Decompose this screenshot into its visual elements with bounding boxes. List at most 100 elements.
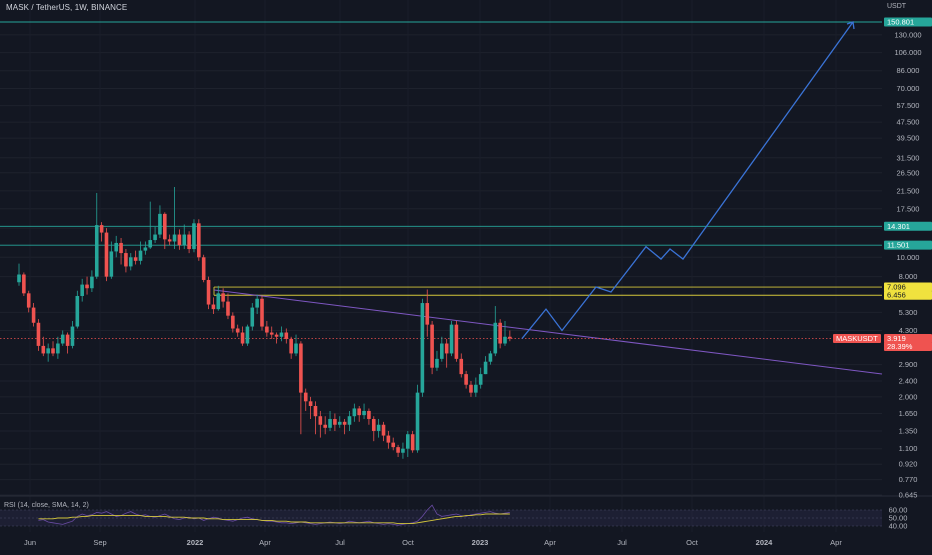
candle-body [352, 408, 357, 417]
candle-body [342, 421, 347, 425]
x-tick-label: Apr [259, 538, 271, 547]
price-tag-text: 11.501 [887, 241, 909, 250]
candle-body [289, 338, 293, 354]
candle-body [318, 416, 323, 425]
candle-body [41, 345, 46, 354]
candle-body [420, 303, 425, 393]
candle-body [362, 410, 366, 416]
candle-body [459, 358, 464, 375]
candle-body [265, 326, 269, 333]
price-tag-bg [884, 290, 932, 300]
candle-body [177, 234, 182, 246]
y-tick-label: 10.000 [897, 253, 920, 262]
price-tag: 7.096 [884, 282, 932, 292]
price-tag-bg [884, 240, 932, 250]
price-tag-bg [884, 221, 932, 231]
y-tick-label: 1.100 [899, 444, 918, 453]
projection-path [521, 21, 854, 339]
candle-body [396, 447, 400, 453]
y-tick-label: 0.770 [899, 475, 918, 484]
candle-body [60, 334, 65, 344]
price-tag-text: MASKUSDT [836, 334, 878, 343]
candle-body [386, 435, 391, 443]
candle-body [415, 392, 420, 451]
candle-body [182, 234, 187, 246]
price-tag-text: 7.096 [887, 283, 906, 292]
candle-body [143, 247, 148, 251]
candle-body [425, 303, 430, 325]
price-tag: 14.301 [884, 221, 932, 231]
candle-body [406, 434, 410, 449]
candle-body [260, 298, 264, 327]
price-tag-bg [884, 17, 932, 27]
candle-body [269, 332, 274, 335]
candle-body [347, 416, 352, 425]
candle-body [337, 421, 342, 425]
candle-body [163, 213, 167, 240]
candle-body [192, 223, 196, 250]
rsi-label: RSI (14, close, SMA, 14, 2) [4, 502, 89, 509]
rsi-line [38, 504, 510, 526]
candle-body [376, 424, 381, 431]
y-tick-label: 21.500 [897, 186, 920, 195]
candle-body [469, 384, 473, 393]
candle-body [221, 293, 225, 302]
candle-body [36, 322, 41, 346]
candle-body [323, 424, 327, 428]
y-tick-label: 26.500 [897, 168, 920, 177]
candle-body [56, 343, 60, 354]
projection-arrowhead [846, 21, 855, 30]
price-tag-text: 6.456 [887, 291, 906, 300]
candle-body [99, 225, 104, 233]
rsi-tick-label: 50.00 [889, 514, 908, 523]
x-tick-label: 2024 [756, 538, 774, 547]
candle-body [124, 253, 128, 267]
price-tag-bg [884, 282, 932, 292]
candle-body [197, 223, 201, 258]
y-tick-label: 47.500 [897, 118, 920, 127]
candle-body [464, 374, 468, 385]
candle-body [201, 257, 206, 280]
candle-body [284, 332, 289, 339]
candle-body [211, 304, 216, 310]
price-tag: 150.801 [884, 17, 932, 27]
y-tick-label: 106.000 [894, 48, 921, 57]
candle-body [483, 361, 488, 375]
y-tick-label: 86.000 [897, 66, 920, 75]
symbol-title: MASK / TetherUS, 1W, BINANCE [6, 3, 128, 12]
x-tick-label: Apr [544, 538, 556, 547]
price-tag: 28.39% [884, 342, 932, 352]
rsi-ma-line [38, 513, 510, 525]
candle-body [80, 284, 84, 296]
y-tick-label: 39.500 [897, 134, 920, 143]
candle-body [313, 406, 318, 417]
candle-body [167, 239, 172, 242]
candle-body [206, 279, 211, 305]
x-tick-label: Oct [402, 538, 415, 547]
price-tag-text: 28.39% [887, 342, 913, 351]
price-tag-bg [833, 334, 881, 344]
y-tick-label: 2.000 [899, 392, 918, 401]
price-tag-bg [884, 342, 932, 352]
y-tick-label: 57.500 [897, 101, 920, 110]
candle-body [70, 326, 75, 346]
rsi-tick-label: 60.00 [889, 506, 908, 515]
y-tick-label: 31.500 [897, 153, 920, 162]
y-tick-label: 4.300 [899, 326, 918, 335]
candle-body [294, 343, 298, 354]
candle-body [488, 353, 493, 362]
candle-body [187, 234, 191, 250]
candle-body [308, 401, 313, 407]
price-tag-text: 150.801 [887, 18, 914, 27]
candle-body [440, 343, 444, 359]
y-tick-label: 5.300 [899, 308, 918, 317]
x-tick-label: Jul [617, 538, 627, 547]
y-tick-label: 2.900 [899, 360, 918, 369]
candle-body [478, 374, 483, 385]
price-tag-text: 3.919 [887, 334, 906, 343]
candle-body [46, 348, 50, 354]
x-tick-label: 2022 [187, 538, 204, 547]
candle-body [381, 424, 386, 436]
candle-body [367, 410, 371, 419]
